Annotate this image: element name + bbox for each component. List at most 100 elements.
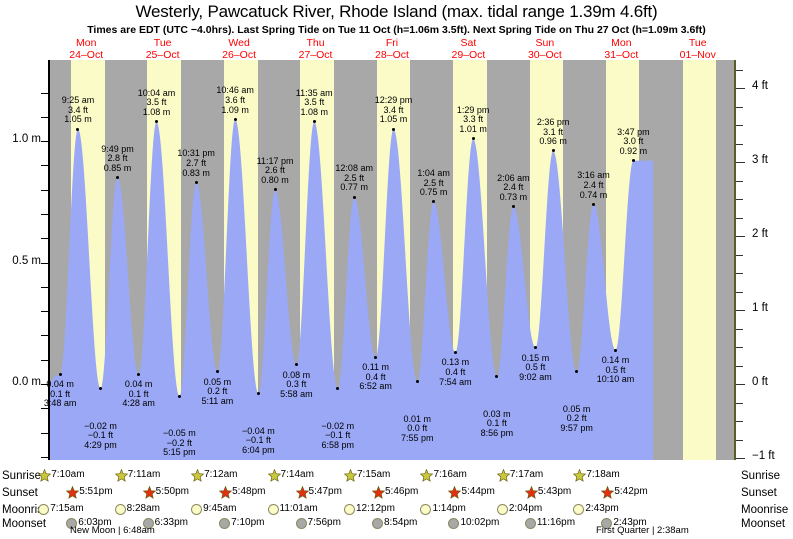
tide-curve	[48, 119, 654, 460]
sunset-star-icon	[524, 485, 539, 499]
moonset-disc-icon	[601, 517, 613, 529]
low-tide-ft: 0.4 ft	[365, 371, 386, 382]
left-tick	[41, 190, 48, 191]
low-tide-ft: 0.2 ft	[207, 386, 228, 397]
low-tide-label-9: 0.01 m 0.0 ft 7:55 pm	[375, 414, 459, 444]
high-tide-time: 10:46 am	[216, 85, 254, 96]
moonset-cell-5: 10:02pm	[448, 517, 528, 531]
moonset-time: 10:02pm	[460, 517, 500, 528]
low-tide-ft: 0.1 ft	[486, 418, 507, 429]
sunset-time: 5:44pm	[461, 486, 495, 498]
sunrise-cell-3: 7:14am	[267, 468, 348, 483]
left-tick	[41, 165, 48, 166]
sunset-cell-4: 5:46pm	[371, 485, 452, 500]
low-tide-time: 8:56 pm	[480, 427, 514, 438]
moonset-time: 8:54pm	[384, 517, 418, 528]
day-of-week: Sun	[535, 37, 555, 49]
low-tide-dot-9	[415, 380, 419, 384]
sunrise-star-icon	[420, 468, 434, 482]
low-tide-time: 7:55 pm	[400, 432, 434, 443]
low-tide-m: 0.15 m	[521, 352, 550, 363]
low-tide-dot-13	[575, 370, 579, 374]
moonset-time: 2:43pm	[613, 517, 647, 528]
sunset-time: 5:50pm	[155, 486, 190, 498]
high-tide-dot-8	[392, 127, 396, 131]
day-of-week: Tue	[688, 37, 707, 49]
low-tide-time: 9:57 pm	[560, 423, 593, 434]
right-tick	[736, 421, 743, 422]
date-column-3: Wed 26–Oct	[201, 37, 277, 61]
sunrise-star-icon	[114, 468, 128, 482]
left-tick	[41, 238, 48, 239]
high-tide-dot-2	[155, 120, 158, 124]
low-tide-m: 0.11 m	[362, 362, 390, 373]
high-tide-time: 11:17 pm	[256, 155, 294, 166]
row-label-right-moonrise: Moonrise	[741, 504, 789, 516]
sunrise-time: 7:14am	[280, 469, 314, 481]
moonrise-disc-icon	[267, 503, 279, 515]
low-tide-dot-10	[453, 350, 457, 354]
low-tide-ft: 0.3 ft	[286, 379, 307, 390]
left-axis-label-1: 0.5 m	[12, 254, 41, 267]
low-tide-label-2: 0.04 m 0.1 ft 4:28 am	[97, 380, 181, 409]
right-tick	[736, 292, 743, 293]
row-label-left-sunset: Sunset	[2, 487, 38, 499]
moonrise-disc-icon	[344, 503, 355, 515]
sunrise-time: 7:11am	[127, 469, 161, 481]
high-tide-m: 0.92 m	[619, 145, 648, 156]
high-tide-dot-4	[233, 117, 237, 121]
moonset-time: 6:03pm	[78, 517, 112, 528]
high-tide-ft: 2.6 ft	[265, 165, 286, 176]
high-tide-dot-10	[471, 137, 475, 141]
left-tick	[41, 93, 48, 94]
day-of-week: Mon	[76, 37, 97, 49]
sunset-time: 5:51pm	[79, 486, 113, 498]
moonset-disc-icon	[295, 517, 307, 529]
low-tide-dot-1	[99, 387, 102, 391]
moonrise-disc-icon	[38, 503, 50, 515]
sunset-cell-0: 5:51pm	[65, 485, 146, 500]
low-tide-dot-3	[177, 394, 181, 398]
right-tick	[736, 329, 743, 330]
moon-phase-caption-1: First Quarter | 2:38am	[596, 525, 689, 536]
high-tide-label-8: 12:29 pm 3.4 ft 1.05 m	[352, 95, 436, 125]
moonrise-cell-6: 2:04pm	[496, 503, 577, 517]
day-of-week: Fri	[385, 37, 399, 49]
low-tide-time: 7:54 am	[439, 376, 472, 387]
low-tide-m: −0.02 m	[84, 420, 117, 431]
low-tide-ft: 0.0 ft	[407, 423, 428, 434]
sunrise-star-icon	[190, 468, 205, 482]
high-tide-dot-14	[631, 159, 635, 163]
right-tick	[736, 199, 743, 200]
day-date: 29–Oct	[451, 48, 486, 61]
low-tide-ft: 0.1 ft	[50, 388, 71, 399]
high-tide-label-10: 1:29 pm 3.3 ft 1.01 m	[431, 105, 515, 135]
low-tide-ft: −0.1 ft	[87, 430, 114, 441]
low-tide-m: −0.02 m	[321, 420, 355, 431]
high-tide-ft: 3.5 ft	[146, 97, 167, 108]
date-column-5: Fri 28–Oct	[354, 37, 430, 61]
low-tide-label-11: 0.03 m 0.1 ft 8:56 pm	[455, 408, 539, 439]
tide-curve-area	[48, 119, 654, 460]
sunset-cell-3: 5:47pm	[295, 485, 376, 500]
tide-chart-plot	[48, 60, 736, 460]
sunset-star-icon	[371, 485, 386, 499]
day-date: 01–Nov	[679, 48, 716, 61]
sunrise-cell-1: 7:11am	[114, 468, 195, 483]
moonset-disc-icon	[219, 517, 231, 529]
low-tide-ft: 0.2 ft	[566, 413, 587, 424]
left-axis-label-2: 0.0 m	[12, 376, 41, 388]
low-tide-ft: 0.5 ft	[605, 364, 626, 375]
low-tide-m: 0.13 m	[441, 357, 470, 368]
high-tide-dot-7	[352, 195, 356, 199]
low-tide-label-4: 0.05 m 0.2 ft 5:11 am	[175, 377, 259, 407]
low-tide-label-13: 0.05 m 0.2 ft 9:57 pm	[535, 404, 619, 434]
day-date: 27–Oct	[298, 48, 333, 61]
low-tide-m: 0.14 m	[601, 355, 630, 365]
moonrise-cell-0: 7:15am	[38, 503, 118, 517]
high-tide-label-7: 12:08 am 2.5 ft 0.77 m	[312, 163, 396, 193]
sunrise-time: 7:18am	[586, 469, 620, 481]
low-tide-m: 0.03 m	[483, 408, 511, 419]
high-tide-time: 2:06 am	[497, 172, 530, 183]
low-tide-m: 0.04 m	[124, 379, 153, 390]
